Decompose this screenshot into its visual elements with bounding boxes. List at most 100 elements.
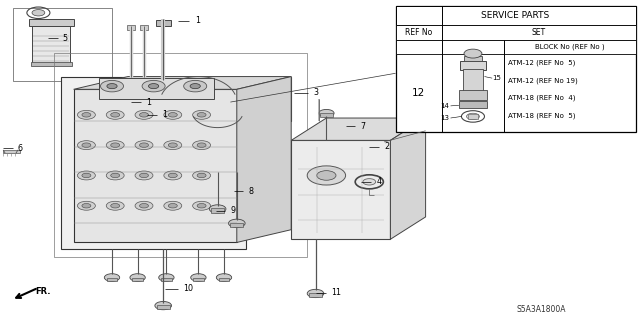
Bar	[161, 278, 172, 281]
Circle shape	[190, 84, 200, 89]
Circle shape	[197, 204, 206, 208]
Text: ATM-18 (REF No  5): ATM-18 (REF No 5)	[508, 113, 575, 119]
Bar	[132, 278, 143, 281]
Text: 3: 3	[314, 88, 319, 97]
Circle shape	[111, 204, 120, 208]
Circle shape	[193, 171, 211, 180]
Circle shape	[106, 171, 124, 180]
Text: 1: 1	[195, 16, 200, 25]
Text: 1: 1	[146, 98, 151, 107]
Text: 1: 1	[162, 110, 167, 119]
Circle shape	[307, 166, 346, 185]
Bar	[219, 278, 229, 281]
Bar	[468, 114, 478, 119]
Bar	[320, 113, 333, 117]
Circle shape	[77, 141, 95, 150]
Circle shape	[135, 110, 153, 119]
Bar	[13, 8, 112, 81]
Circle shape	[82, 204, 91, 208]
Bar	[396, 6, 636, 25]
Text: 4: 4	[376, 177, 381, 186]
Circle shape	[82, 173, 91, 178]
Circle shape	[77, 110, 95, 119]
Circle shape	[135, 141, 153, 150]
Circle shape	[164, 171, 182, 180]
Text: BLOCK No (REF No ): BLOCK No (REF No )	[535, 44, 605, 50]
Circle shape	[140, 173, 148, 178]
Polygon shape	[390, 118, 426, 239]
Polygon shape	[61, 77, 291, 249]
Bar	[54, 53, 307, 257]
Circle shape	[111, 113, 120, 117]
Circle shape	[82, 143, 91, 147]
Circle shape	[168, 113, 177, 117]
Text: 6: 6	[18, 144, 23, 153]
Circle shape	[197, 143, 206, 147]
Bar	[459, 90, 487, 100]
Circle shape	[140, 113, 148, 117]
Bar	[464, 56, 482, 61]
Bar	[463, 69, 483, 91]
Text: REF No: REF No	[405, 28, 432, 37]
Text: 13: 13	[440, 115, 449, 121]
Text: 7: 7	[360, 122, 365, 130]
Circle shape	[197, 173, 206, 178]
Text: 10: 10	[183, 284, 193, 293]
Text: ATM-18 (REF No  4): ATM-18 (REF No 4)	[508, 95, 575, 101]
Polygon shape	[291, 118, 426, 140]
Bar	[459, 101, 487, 108]
Bar	[29, 19, 74, 26]
Circle shape	[168, 173, 177, 178]
Bar	[156, 20, 171, 26]
Bar	[193, 278, 204, 281]
Bar	[107, 278, 117, 281]
Circle shape	[140, 143, 148, 147]
Circle shape	[209, 205, 226, 213]
Circle shape	[168, 204, 177, 208]
Circle shape	[135, 201, 153, 210]
Bar	[460, 61, 486, 70]
Circle shape	[148, 84, 159, 89]
Text: SERVICE PARTS: SERVICE PARTS	[481, 11, 550, 20]
Text: 8: 8	[248, 187, 253, 196]
Circle shape	[106, 141, 124, 150]
Text: 14: 14	[440, 103, 449, 109]
Circle shape	[307, 289, 324, 298]
Bar	[140, 25, 148, 30]
Circle shape	[82, 113, 91, 117]
Circle shape	[130, 274, 145, 281]
Text: 15: 15	[492, 75, 501, 81]
Circle shape	[193, 110, 211, 119]
Text: SET: SET	[531, 28, 546, 37]
Circle shape	[111, 173, 120, 178]
Circle shape	[100, 80, 124, 92]
Bar	[3, 150, 20, 153]
Text: 2: 2	[384, 142, 389, 151]
Circle shape	[191, 274, 206, 281]
Circle shape	[319, 109, 334, 117]
Circle shape	[77, 201, 95, 210]
Text: 9: 9	[230, 206, 236, 215]
Text: ATM-12 (REF No  5): ATM-12 (REF No 5)	[508, 59, 575, 66]
Bar	[396, 40, 636, 54]
Circle shape	[142, 80, 165, 92]
Circle shape	[140, 204, 148, 208]
Bar	[99, 78, 214, 99]
Bar	[127, 25, 135, 30]
Circle shape	[193, 201, 211, 210]
Circle shape	[111, 143, 120, 147]
Circle shape	[106, 201, 124, 210]
Circle shape	[155, 301, 172, 310]
Polygon shape	[237, 77, 291, 242]
Circle shape	[197, 113, 206, 117]
Polygon shape	[74, 77, 291, 89]
Circle shape	[228, 219, 245, 227]
Text: FR.: FR.	[35, 287, 51, 296]
Circle shape	[164, 141, 182, 150]
Text: 11: 11	[331, 288, 341, 297]
Bar	[309, 293, 322, 297]
Circle shape	[135, 171, 153, 180]
Circle shape	[184, 80, 207, 92]
Bar	[291, 140, 390, 239]
Circle shape	[104, 274, 120, 281]
